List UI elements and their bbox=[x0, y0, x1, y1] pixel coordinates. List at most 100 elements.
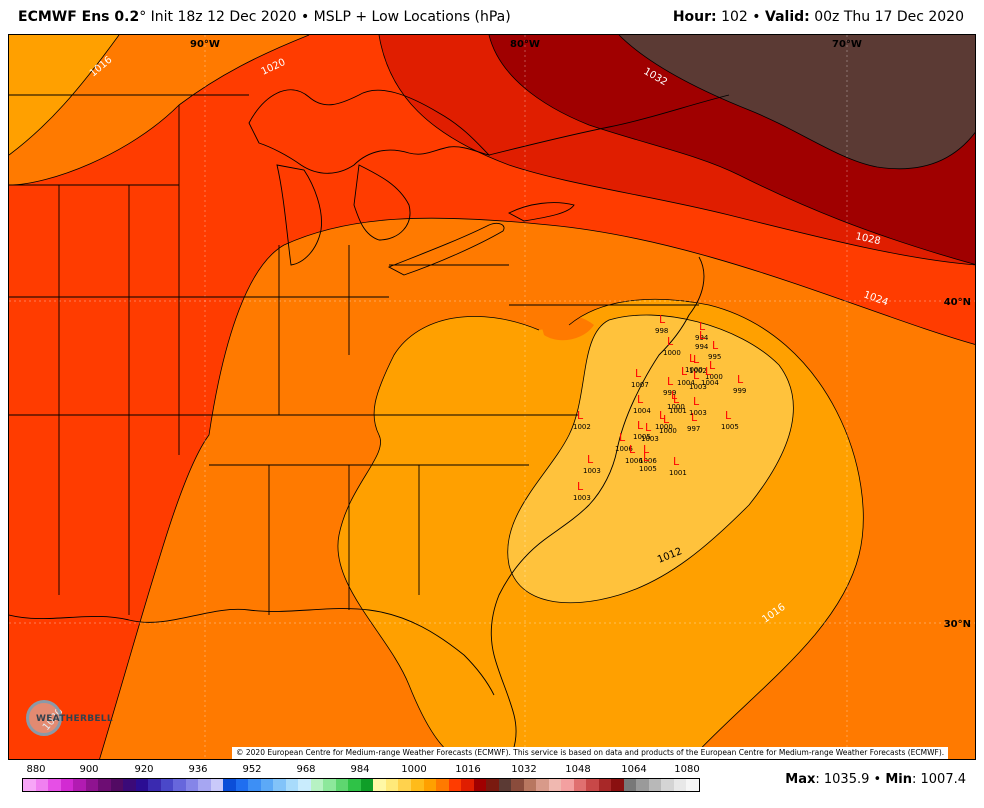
isobar-1016-west bbox=[9, 35, 120, 156]
colorbar-swatch bbox=[511, 779, 524, 791]
hour-value: 102 bbox=[721, 9, 748, 25]
colorbar-swatch bbox=[73, 779, 86, 791]
low-pressure-value: 1001 bbox=[669, 407, 687, 415]
low-marker: L bbox=[629, 443, 636, 456]
low-marker: L bbox=[659, 409, 666, 422]
low-pressure-value: 1001 bbox=[669, 469, 687, 477]
colorbar-tick-label: 1080 bbox=[674, 764, 700, 775]
low-marker: L bbox=[671, 389, 678, 402]
colorbar-swatch bbox=[486, 779, 499, 791]
low-marker: L bbox=[645, 421, 652, 434]
low-pressure-value: 1000 bbox=[667, 403, 685, 411]
colorbar-swatch bbox=[661, 779, 674, 791]
low-pressure-value: 1003 bbox=[573, 494, 591, 502]
map-title: ECMWF Ens 0.2° Init 18z 12 Dec 2020 • MS… bbox=[18, 9, 511, 25]
colorbar-swatch bbox=[636, 779, 649, 791]
colorbar-swatch bbox=[210, 779, 224, 791]
low-marker: L bbox=[667, 375, 674, 388]
low-marker: L bbox=[689, 352, 696, 365]
gulf-coastline bbox=[9, 608, 495, 696]
low-pressure-value: 1000 bbox=[659, 427, 677, 435]
low-marker: L bbox=[673, 393, 680, 406]
low-marker: L bbox=[663, 413, 670, 426]
colorbar-swatch bbox=[198, 779, 211, 791]
colorbar-tick-label: 952 bbox=[242, 764, 262, 775]
colorbar-swatch bbox=[335, 779, 349, 791]
low-marker: L bbox=[667, 335, 674, 348]
colorbar-swatch bbox=[85, 779, 99, 791]
lat-label-40n: 40°N bbox=[944, 297, 971, 308]
colorbar-swatch bbox=[473, 779, 487, 791]
low-marker: L bbox=[635, 367, 642, 380]
colorbar-swatch bbox=[523, 779, 537, 791]
low-marker: L bbox=[705, 365, 712, 378]
colorbar-swatch bbox=[235, 779, 249, 791]
colorbar-swatch bbox=[586, 779, 599, 791]
colorbar-swatch bbox=[223, 779, 236, 791]
weatherbell-logo: WEATHERBELL bbox=[22, 696, 113, 740]
geography bbox=[9, 89, 730, 759]
colorbar-tick-label: 1000 bbox=[401, 764, 427, 775]
low-marker: L bbox=[699, 329, 706, 342]
lon-label-90w: 90°W bbox=[190, 39, 220, 50]
lake-superior bbox=[248, 89, 491, 174]
low-pressure-value: 1003 bbox=[583, 467, 601, 475]
colorbar-tick-label: 920 bbox=[134, 764, 154, 775]
colorbar-swatch bbox=[285, 779, 299, 791]
state-borders-west bbox=[9, 105, 209, 615]
colorbar-swatch bbox=[498, 779, 512, 791]
low-pressure-value: 1003 bbox=[689, 383, 707, 391]
colorbar-swatch bbox=[461, 779, 474, 791]
pressure-map: L 998 L 1000 L 994 L 994 L 995 L 1000 L 1007 L 1002 L 100… bbox=[8, 34, 976, 760]
colorbar-swatch bbox=[373, 779, 386, 791]
low-pressure-value: 1005 bbox=[721, 423, 739, 431]
low-pressure-value: 1000 bbox=[685, 366, 703, 374]
lake-ontario bbox=[508, 202, 575, 222]
low-pressure-value: 1000 bbox=[663, 349, 681, 357]
east-coastline bbox=[490, 256, 705, 759]
colorbar-swatch bbox=[623, 779, 637, 791]
low-marker: L bbox=[691, 411, 698, 424]
low-pressure-value: 1006 bbox=[639, 457, 657, 465]
low-marker: L bbox=[693, 369, 700, 382]
fill-1032-plus bbox=[619, 35, 975, 169]
low-marker: L bbox=[699, 320, 706, 333]
low-pressure-value: 1000 bbox=[655, 423, 673, 431]
low-marker: L bbox=[709, 359, 716, 372]
low-marker: L bbox=[693, 395, 700, 408]
low-pressure-value: 1004 bbox=[677, 379, 695, 387]
isobar-1024 bbox=[378, 35, 975, 266]
degree-mark: ° bbox=[139, 9, 147, 25]
lon-label-80w: 80°W bbox=[510, 39, 540, 50]
model-name: ECMWF Ens 0.2 bbox=[18, 9, 140, 25]
low-pressure-value: 1002 bbox=[573, 423, 591, 431]
low-marker: L bbox=[693, 353, 700, 366]
lon-label-70w: 70°W bbox=[832, 39, 862, 50]
low-pressure-value: 1005 bbox=[639, 465, 657, 473]
isobar-1012 bbox=[507, 314, 794, 604]
hour-label: Hour: bbox=[672, 9, 717, 25]
colorbar-swatch bbox=[135, 779, 149, 791]
low-pressure-value: 1005 bbox=[633, 433, 651, 441]
lake-huron bbox=[353, 164, 411, 241]
low-marker: L bbox=[577, 480, 584, 493]
colorbar-swatch bbox=[611, 779, 624, 791]
colorbar-tick-label: 936 bbox=[188, 764, 208, 775]
colorbar-swatch bbox=[573, 779, 587, 791]
low-marker: L bbox=[725, 409, 732, 422]
low-marker: L bbox=[577, 409, 584, 422]
low-marker: L bbox=[673, 455, 680, 468]
colorbar-swatch bbox=[173, 779, 186, 791]
valid-separator: • bbox=[747, 9, 766, 25]
colorbar-swatch bbox=[648, 779, 662, 791]
isobar-1016-inner-west bbox=[337, 315, 540, 759]
init-text: Init 18z 12 Dec 2020 • MSLP + Low Locati… bbox=[146, 9, 511, 25]
colorbar-swatch bbox=[323, 779, 336, 791]
colorbar-swatch bbox=[98, 779, 111, 791]
lake-michigan bbox=[276, 164, 322, 266]
colorbar-tick-label: 880 bbox=[26, 764, 46, 775]
colorbar-swatch bbox=[298, 779, 311, 791]
pressure-colorbar bbox=[22, 778, 700, 792]
colorbar-swatch bbox=[310, 779, 324, 791]
